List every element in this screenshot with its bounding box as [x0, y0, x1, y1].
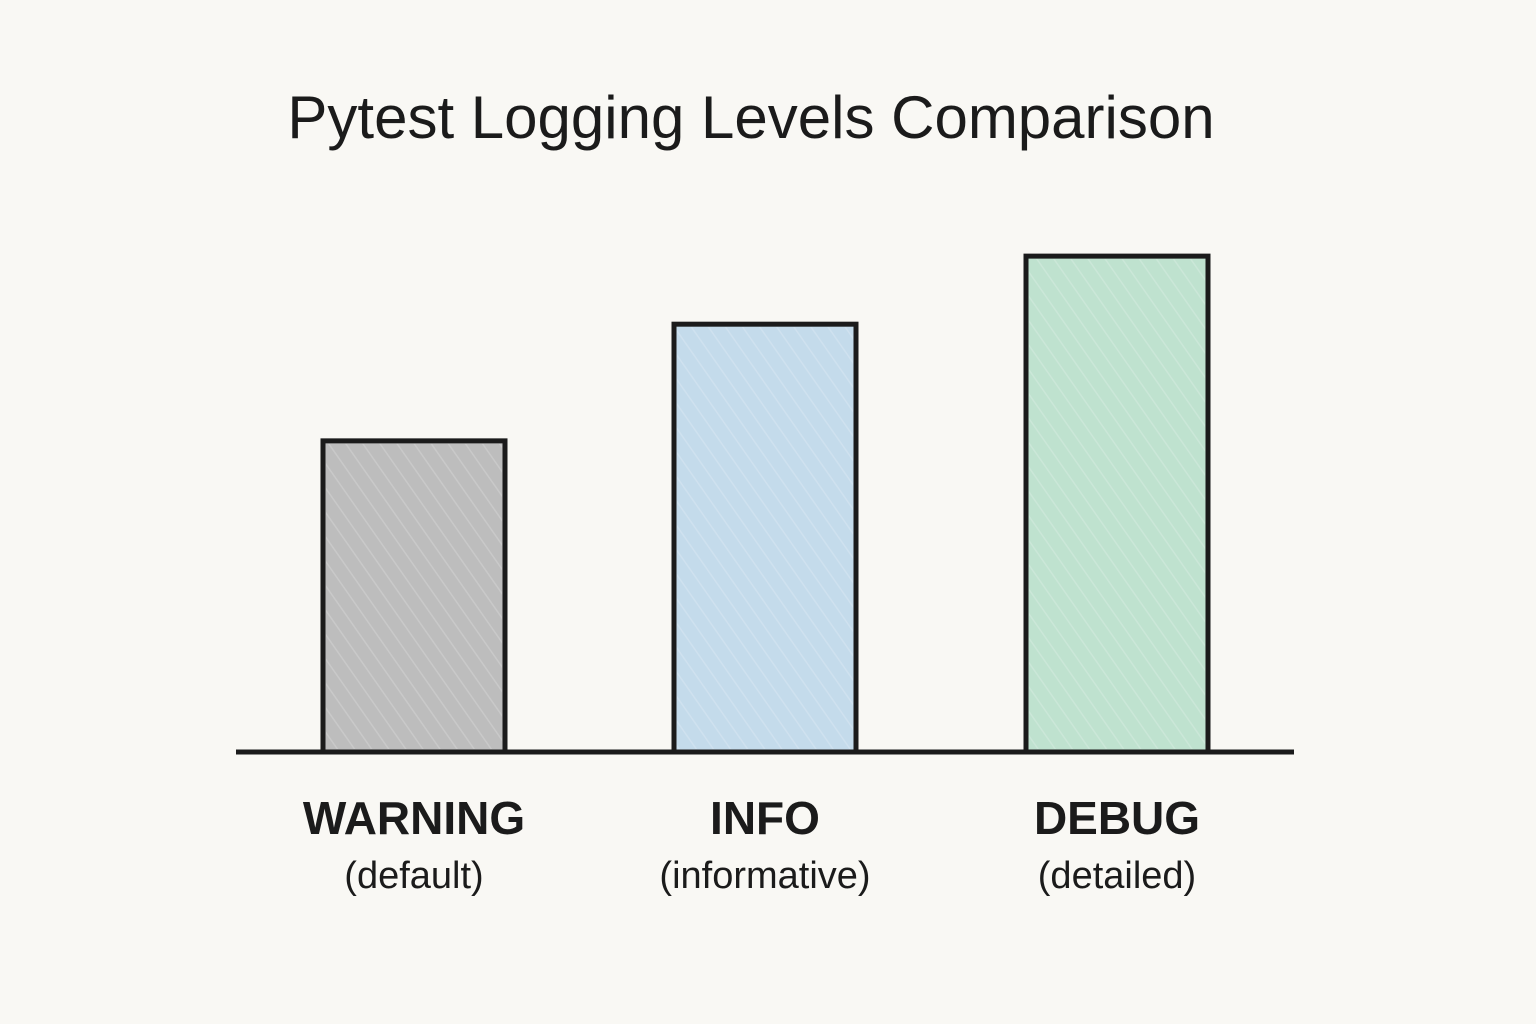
category-label-info: INFO [710, 792, 820, 844]
bar-texture-info [677, 327, 853, 749]
category-subtitle-warning: (default) [344, 855, 483, 897]
chart-title: Pytest Logging Levels Comparison [287, 84, 1214, 151]
category-subtitle-info: (informative) [659, 855, 870, 897]
category-labels: WARNING (default) INFO (informative) DEBUG (d… [303, 792, 1200, 897]
bar-texture-debug [1029, 259, 1205, 749]
bar-texture-warning [326, 443, 502, 749]
category-subtitle-debug: (detailed) [1038, 855, 1196, 897]
category-label-warning: WARNING [303, 792, 525, 844]
category-label-debug: DEBUG [1034, 792, 1200, 844]
bars-group [320, 253, 1211, 755]
